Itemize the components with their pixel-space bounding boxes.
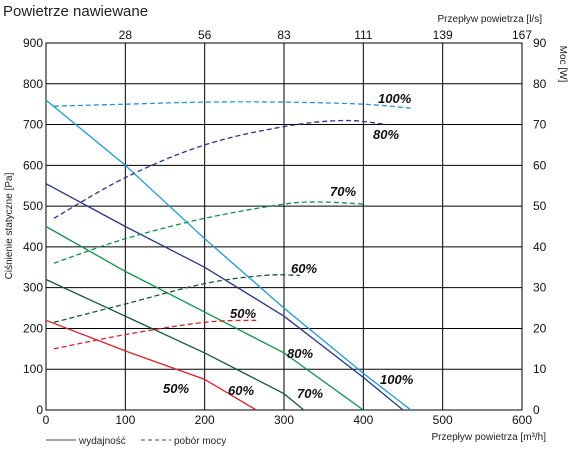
x-tick-label: 300 [274, 413, 294, 427]
x-tick-label: 100 [115, 413, 135, 427]
x2-tick-label: 139 [433, 28, 453, 42]
y-tick-label: 600 [23, 158, 43, 172]
label-power-80: 80% [373, 127, 399, 142]
y2-tick-label: 80 [533, 77, 547, 91]
label-power-50: 50% [230, 306, 256, 321]
y2-axis-title: Moc [W] [557, 46, 568, 83]
y2-tick-label: 50 [533, 199, 547, 213]
label-pressure-70: 70% [297, 386, 323, 401]
x2-axis-ticks: 28 56 83 111 139 167 [119, 28, 533, 42]
pressure-curve-50 [45, 319, 257, 411]
y2-axis-ticks: 0 10 20 30 40 50 60 70 80 90 [533, 36, 547, 417]
label-pressure-100: 100% [380, 372, 414, 387]
y-tick-label: 900 [23, 36, 43, 50]
pressure-curve-60 [45, 278, 305, 411]
y-tick-label: 500 [23, 199, 43, 213]
label-power-100: 100% [378, 91, 412, 106]
y2-tick-label: 70 [533, 118, 547, 132]
y-tick-label: 100 [23, 362, 43, 376]
y2-tick-label: 20 [533, 321, 547, 335]
power-curve-100 [53, 101, 411, 109]
y2-tick-label: 10 [533, 362, 547, 376]
x2-tick-label: 111 [354, 28, 373, 42]
legend-label-pobor-mocy: pobór mocy [174, 436, 226, 447]
grid-lines [45, 42, 523, 411]
x-tick-label: 500 [433, 413, 453, 427]
y2-tick-label: 0 [533, 403, 540, 417]
y2-tick-label: 60 [533, 158, 547, 172]
y-tick-label: 700 [23, 118, 43, 132]
label-power-60: 60% [291, 261, 317, 276]
y-tick-label: 0 [36, 403, 43, 417]
label-power-70: 70% [330, 184, 356, 199]
label-pressure-60: 60% [228, 383, 254, 398]
chart-title: Powietrze nawiewane [3, 3, 148, 20]
x-tick-label: 200 [195, 413, 215, 427]
y2-tick-label: 30 [533, 281, 547, 295]
y-tick-label: 200 [23, 321, 43, 335]
x-axis-title: Przepływ powietrza [m³/h] [432, 432, 547, 443]
x2-axis-title: Przepływ powietrza [l/s] [438, 14, 543, 25]
x-tick-label: 0 [43, 413, 50, 427]
x-axis-ticks: 0 100 200 300 400 500 600 [43, 413, 533, 427]
y-tick-label: 400 [23, 240, 43, 254]
x-tick-label: 600 [512, 413, 532, 427]
y-axis-title: Ciśnienie statyczne [Pa] [4, 172, 15, 279]
y-tick-label: 300 [23, 281, 43, 295]
power-curve-80 [53, 119, 388, 219]
y2-tick-label: 90 [533, 36, 547, 50]
x2-tick-label: 167 [512, 28, 532, 42]
y-tick-label: 800 [23, 77, 43, 91]
x-tick-label: 400 [353, 413, 373, 427]
y2-tick-label: 40 [533, 240, 547, 254]
pressure-curve-70 [45, 225, 364, 411]
series-curves [45, 99, 412, 411]
power-curve-70 [53, 201, 364, 264]
x2-tick-label: 28 [119, 28, 133, 42]
x2-tick-label: 83 [277, 28, 291, 42]
label-pressure-50: 50% [163, 381, 189, 396]
power-curve-60 [53, 274, 300, 323]
label-pressure-80: 80% [287, 346, 313, 361]
x2-tick-label: 56 [198, 28, 212, 42]
pressure-curve-80 [45, 183, 404, 411]
pressure-curve-100 [45, 99, 412, 411]
legend-label-wydajnosc: wydajność [78, 436, 126, 447]
y-axis-ticks: 0 100 200 300 400 500 600 700 800 900 [23, 36, 43, 417]
